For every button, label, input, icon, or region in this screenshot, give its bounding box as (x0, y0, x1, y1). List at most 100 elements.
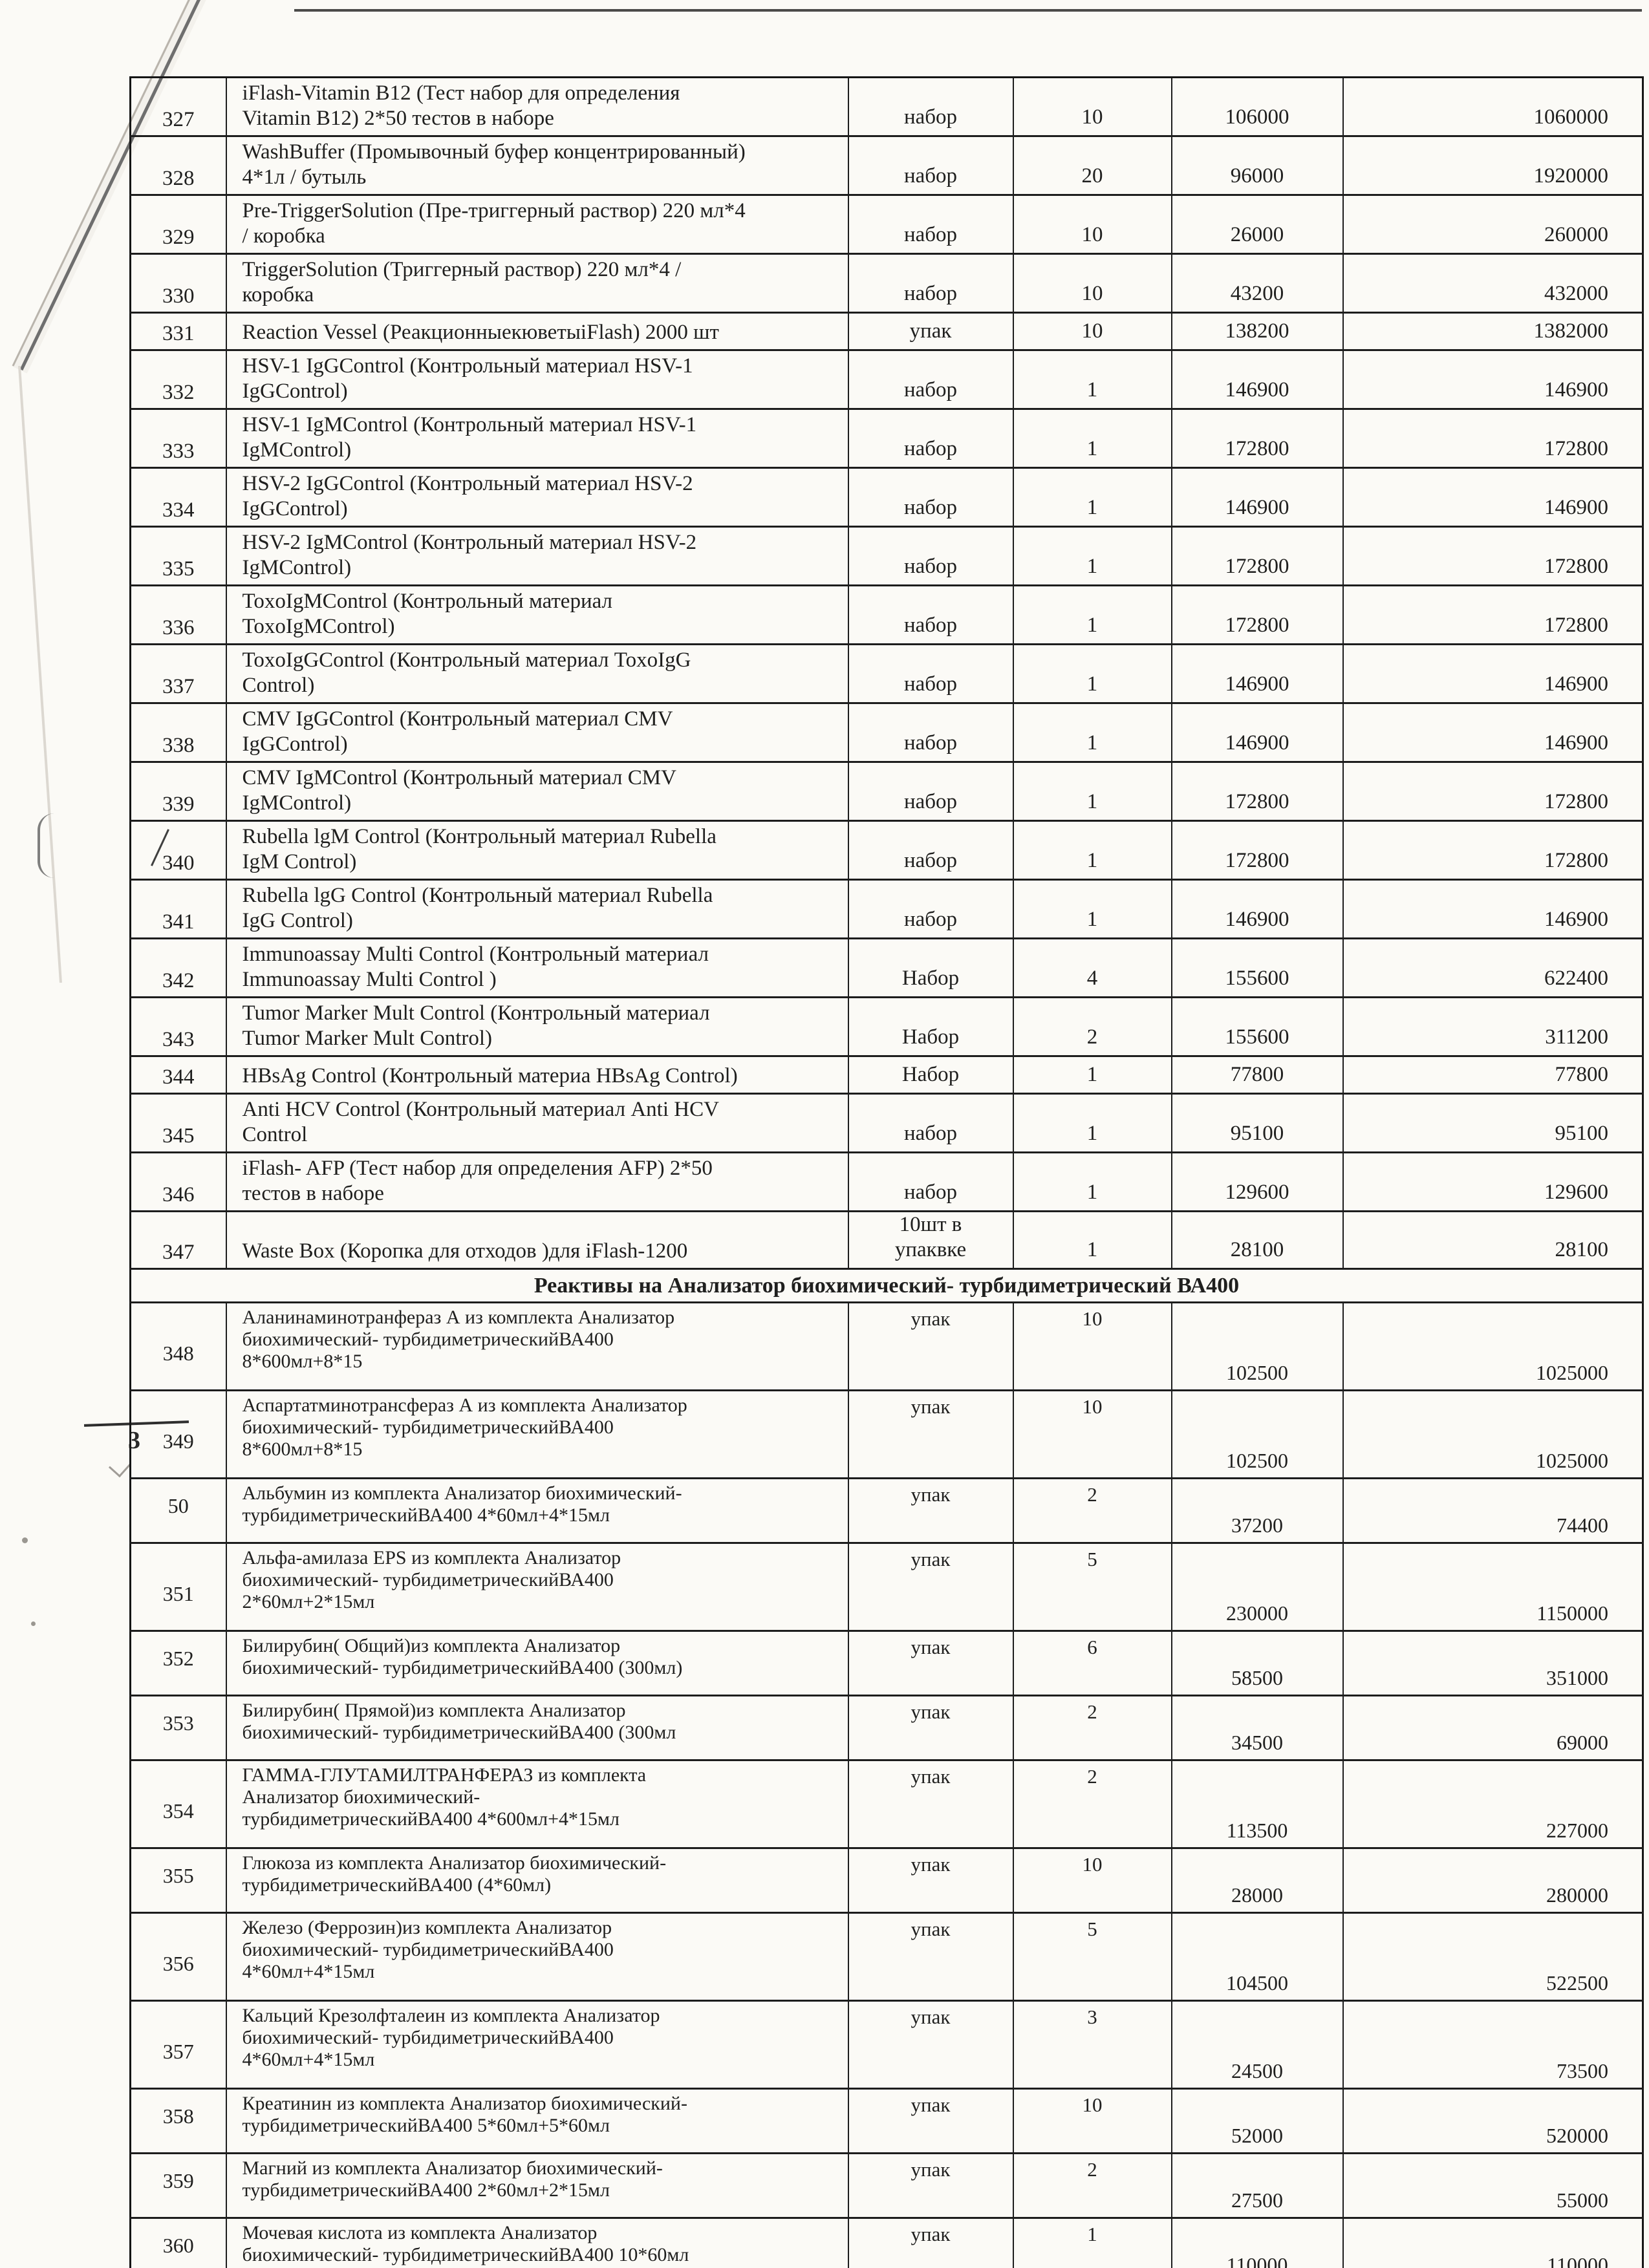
table-row: 341 Rubella lgG Control (Контрольный мат… (129, 879, 1644, 939)
unit-cell: Набор (847, 937, 1014, 998)
total-cell: 1920000 (1342, 135, 1644, 196)
qty-cell: 10 (1012, 76, 1172, 137)
unit-price-cell: 28100 (1170, 1210, 1344, 1270)
unit-cell: упак (847, 1759, 1014, 1849)
unit-price-cell: 43200 (1170, 253, 1344, 314)
section-header-row: Реактивы на Анализатор биохимический- ту… (129, 1268, 1644, 1303)
qty-cell: 10 (1012, 2088, 1172, 2154)
unit-price-cell: 138200 (1170, 312, 1344, 351)
description-cell: Anti HCV Control (Контрольный материал A… (225, 1093, 849, 1153)
unit-cell: упак (847, 1912, 1014, 2002)
unit-cell: набор (847, 702, 1014, 763)
unit-cell: упак (847, 1630, 1014, 1696)
table-section-immunoassay: 327 iFlash-Vitamin B12 (Тест набор для о… (129, 76, 1644, 1270)
qty-cell: 2 (1012, 2152, 1172, 2219)
qty-cell: 1 (1012, 408, 1172, 469)
qty-cell: 2 (1012, 996, 1172, 1057)
total-cell: 95100 (1342, 1093, 1644, 1153)
unit-price-cell: 102500 (1170, 1389, 1344, 1479)
unit-cell: набор (847, 820, 1014, 881)
qty-cell: 2 (1012, 1759, 1172, 1849)
table-row: 353 Билирубин( Прямой)из комплекта Анали… (129, 1695, 1644, 1761)
total-cell: 351000 (1342, 1630, 1644, 1696)
qty-cell: 1 (1012, 1151, 1172, 1212)
unit-price-cell: 37200 (1170, 1477, 1344, 1544)
total-cell: 146900 (1342, 702, 1644, 763)
qty-cell: 1 (1012, 349, 1172, 410)
total-cell: 172800 (1342, 761, 1644, 822)
total-cell: 77800 (1342, 1055, 1644, 1095)
row-number-cell: 327 (129, 76, 227, 137)
qty-cell: 4 (1012, 937, 1172, 998)
table-section-ba400: 348 Аланинаминотранфераз А из комплекта … (129, 1301, 1644, 2268)
unit-price-cell: 155600 (1170, 937, 1344, 998)
unit-price-cell: 155600 (1170, 996, 1344, 1057)
unit-price-cell: 96000 (1170, 135, 1344, 196)
description-cell: HSV-2 IgMControl (Контрольный материал H… (225, 526, 849, 586)
total-cell: 146900 (1342, 879, 1644, 939)
qty-cell: 10 (1012, 1301, 1172, 1391)
unit-price-cell: 230000 (1170, 1542, 1344, 1632)
total-cell: 73500 (1342, 2000, 1644, 2090)
description-cell: TriggerSolution (Триггерный раствор) 220… (225, 253, 849, 314)
row-number-cell: 332 (129, 349, 227, 410)
row-number-cell: 353 (129, 1695, 227, 1761)
row-number-cell: 328 (129, 135, 227, 196)
qty-cell: 10 (1012, 194, 1172, 255)
table-row: 333 HSV-1 IgMControl (Контрольный матери… (129, 408, 1644, 469)
table-row: 345 Anti HCV Control (Контрольный матери… (129, 1093, 1644, 1153)
unit-price-cell: 172800 (1170, 820, 1344, 881)
total-cell: 172800 (1342, 584, 1644, 645)
total-cell: 520000 (1342, 2088, 1644, 2154)
table-row: 359 Магний из комплекта Анализатор биохи… (129, 2152, 1644, 2219)
description-cell: Аспартатминотрансфераз А из комплекта Ан… (225, 1389, 849, 1479)
unit-cell: набор (847, 1151, 1014, 1212)
row-number-cell: 342 (129, 937, 227, 998)
unit-cell: упак (847, 2000, 1014, 2090)
table-row: 335 HSV-2 IgMControl (Контрольный матери… (129, 526, 1644, 586)
unit-cell: 10шт в упаквке (847, 1210, 1014, 1270)
description-cell: HSV-2 IgGControl (Контрольный материал H… (225, 467, 849, 528)
qty-cell: 5 (1012, 1542, 1172, 1632)
unit-cell: набор (847, 1093, 1014, 1153)
row-number-cell: 329 (129, 194, 227, 255)
table-row: 50 Альбумин из комплекта Анализатор биох… (129, 1477, 1644, 1544)
table-row: 356 Железо (Феррозин)из комплекта Анализ… (129, 1912, 1644, 2002)
total-cell: 146900 (1342, 467, 1644, 528)
row-number-cell: 331 (129, 312, 227, 351)
row-number-cell: 348 (129, 1301, 227, 1391)
description-cell: Tumor Marker Mult Control (Контрольный м… (225, 996, 849, 1057)
qty-cell: 6 (1012, 1630, 1172, 1696)
description-cell: Альфа-амилаза EPS из комплекта Анализато… (225, 1542, 849, 1632)
description-cell: HSV-1 IgMControl (Контрольный материал H… (225, 408, 849, 469)
qty-cell: 3 (1012, 2000, 1172, 2090)
qty-cell: 1 (1012, 467, 1172, 528)
unit-price-cell: 24500 (1170, 2000, 1344, 2090)
table-row: 360 Мочевая кислота из комплекта Анализа… (129, 2217, 1644, 2268)
table-section-header: Реактивы на Анализатор биохимический- ту… (129, 1268, 1644, 1303)
total-cell: 522500 (1342, 1912, 1644, 2002)
description-cell: WashBuffer (Промывочный буфер концентрир… (225, 135, 849, 196)
row-number-cell: 334 (129, 467, 227, 528)
description-cell: Креатинин из комплекта Анализатор биохим… (225, 2088, 849, 2154)
description-cell: Мочевая кислота из комплекта Анализатор … (225, 2217, 849, 2268)
total-cell: 227000 (1342, 1759, 1644, 1849)
row-number-cell: 359 (129, 2152, 227, 2219)
row-number-cell: 345 (129, 1093, 227, 1153)
row-number-cell: 330 (129, 253, 227, 314)
unit-price-cell: 146900 (1170, 349, 1344, 410)
unit-price-cell: 172800 (1170, 408, 1344, 469)
table-row: 340 Rubella lgM Control (Контрольный мат… (129, 820, 1644, 881)
row-number-cell: 337 (129, 643, 227, 704)
scan-artifact-speck (31, 1621, 36, 1626)
unit-price-cell: 172800 (1170, 584, 1344, 645)
section-header-title: Реактивы на Анализатор биохимический- ту… (129, 1268, 1644, 1303)
total-cell: 1025000 (1342, 1389, 1644, 1479)
total-cell: 146900 (1342, 643, 1644, 704)
unit-price-cell: 172800 (1170, 761, 1344, 822)
unit-cell: набор (847, 584, 1014, 645)
unit-price-cell: 106000 (1170, 76, 1344, 137)
description-cell: Rubella lgG Control (Контрольный материа… (225, 879, 849, 939)
unit-price-cell: 146900 (1170, 467, 1344, 528)
row-number-cell: 360 (129, 2217, 227, 2268)
